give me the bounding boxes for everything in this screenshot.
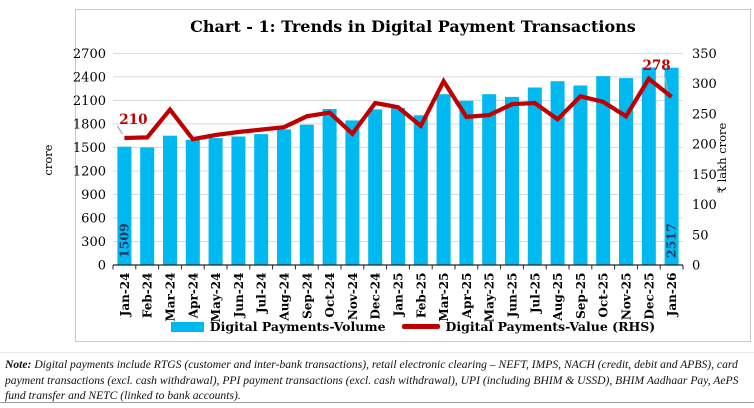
note-label: Note: (5, 358, 32, 371)
x-tick-label: Jan-25 (392, 273, 406, 318)
bar (345, 120, 360, 266)
note-text: Digital payments include RTGS (customer … (5, 358, 739, 403)
bar (299, 124, 314, 265)
bar (482, 94, 497, 265)
y2-tick-label: 150 (692, 168, 717, 183)
x-tick-label: Oct-25 (597, 273, 611, 318)
y-axis-title: crore (41, 144, 55, 175)
bar (596, 76, 611, 265)
point-value-label: 278 (643, 58, 671, 74)
chart-note: Note: Digital payments include RTGS (cus… (5, 357, 752, 404)
x-tick-label: Dec-24 (369, 273, 383, 320)
bar (550, 81, 565, 265)
y-tick-label: 600 (81, 212, 106, 227)
bar (185, 140, 200, 265)
chart-legend: Digital Payments-Volume Digital Payments… (75, 319, 751, 334)
y-tick-label: 300 (81, 235, 106, 250)
y-tick-label: 1800 (73, 117, 106, 132)
y-tick-label: 2400 (73, 70, 106, 85)
bar (527, 87, 542, 265)
bar (163, 135, 177, 265)
bar (117, 146, 132, 265)
note-top-divider (0, 352, 754, 353)
legend-line-swatch-icon (401, 324, 440, 329)
y2-tick-label: 50 (692, 228, 709, 243)
x-tick-label: May-25 (483, 273, 497, 323)
x-tick-label: Mar-25 (437, 273, 451, 322)
chart-title: Chart - 1: Trends in Digital Payment Tra… (190, 17, 636, 36)
x-tick-label: Jan-24 (118, 273, 132, 318)
chart-plot: 0 300 600 900 1200 1500 1800 2100 2400 2700 0 50 100… (41, 47, 729, 323)
bar (208, 138, 223, 265)
x-tick-label: Jan-26 (665, 273, 679, 318)
x-tick-label: Apr-25 (460, 273, 474, 320)
x-tick-label: Nov-24 (346, 273, 360, 321)
x-tick-label: Aug-24 (278, 273, 292, 322)
y-tick-label: 1200 (73, 165, 106, 180)
legend-item-value: Digital Payments-Value (RHS) (401, 319, 656, 334)
bar (322, 109, 337, 265)
bar (459, 100, 474, 265)
x-tick-label: Feb-24 (141, 273, 155, 319)
bar-value-label: 1509 (116, 223, 131, 258)
bar (436, 94, 451, 265)
x-tick-label: Jun-24 (232, 273, 246, 319)
volume-bars (117, 67, 679, 266)
leader-line (116, 125, 123, 135)
x-tick-label: Feb-25 (414, 273, 428, 319)
y2-tick-label: 100 (692, 198, 717, 213)
x-tick-label: Jun-25 (506, 273, 520, 319)
bar (368, 109, 383, 266)
y2-tick-label: 300 (692, 77, 717, 92)
x-tick-label: Dec-25 (642, 273, 656, 320)
y2-tick-label: 250 (692, 107, 717, 122)
y2-axis-title: ₹ lakh crore (715, 122, 729, 193)
note-bottom-divider (0, 402, 754, 403)
x-tick-label: Sep-24 (300, 273, 314, 319)
bar (664, 67, 679, 265)
legend-bar-swatch-icon (170, 321, 204, 332)
y-tick-label: 900 (81, 188, 106, 203)
point-value-label: 210 (119, 112, 147, 128)
bar (505, 96, 519, 266)
x-tick-label: Jul-25 (528, 273, 542, 315)
y2-tick-label: 200 (692, 138, 717, 153)
x-tick-label: Aug-25 (551, 273, 565, 322)
x-tick-label: Apr-24 (186, 273, 200, 320)
bar (277, 129, 291, 265)
legend-volume-label: Digital Payments-Volume (209, 319, 386, 334)
y-tick-label: 0 (98, 259, 106, 274)
bar (573, 85, 588, 265)
bar (619, 78, 633, 265)
x-tick-label: Nov-25 (620, 273, 634, 321)
x-tick-label: Sep-25 (574, 273, 588, 319)
y-tick-label: 2100 (73, 94, 106, 109)
legend-value-label: Digital Payments-Value (RHS) (445, 319, 656, 334)
bar (140, 147, 155, 265)
bar-value-label: 2517 (664, 223, 679, 258)
leader-line (664, 74, 669, 92)
x-tick-label: May-24 (209, 273, 223, 323)
x-tick-label: Jul-24 (255, 273, 269, 315)
y2-tick-label: 0 (692, 259, 700, 274)
x-tick-label: Oct-24 (323, 273, 337, 318)
y-tick-label: 2700 (73, 47, 106, 62)
bar (413, 115, 428, 265)
y-tick-label: 1500 (73, 141, 106, 156)
bar (391, 107, 405, 266)
legend-item-volume: Digital Payments-Volume (170, 319, 386, 334)
value-line (124, 75, 673, 142)
y2-tick-label: 350 (692, 47, 717, 62)
bar (231, 136, 246, 265)
x-tick-label: Mar-24 (164, 273, 178, 322)
bar (254, 134, 269, 265)
bar (641, 67, 656, 265)
